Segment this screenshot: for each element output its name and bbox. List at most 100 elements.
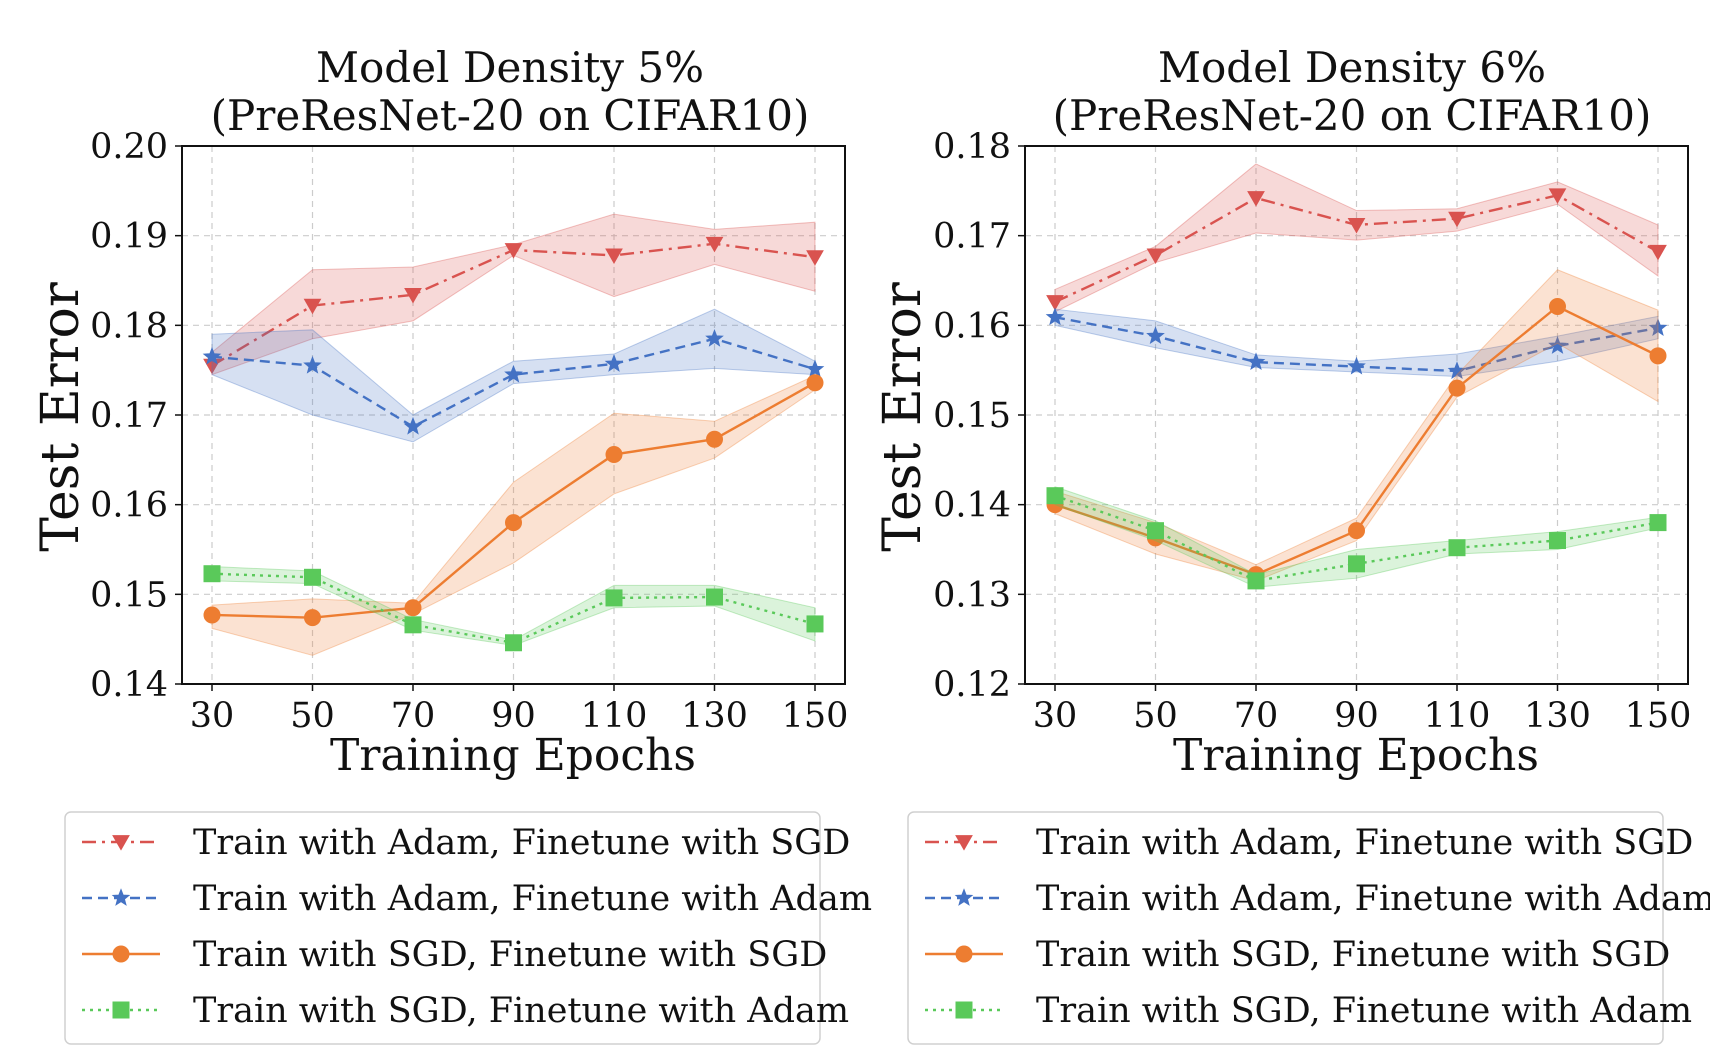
- data-point: [605, 445, 623, 463]
- x-tick-label: 50: [1133, 696, 1178, 736]
- data-point: [1549, 532, 1566, 550]
- data-point: [504, 243, 523, 259]
- data-point: [203, 606, 221, 624]
- legend-marker: [112, 945, 130, 963]
- data-point: [303, 355, 322, 374]
- data-point: [706, 430, 723, 448]
- x-axis-label: Training Epochs: [330, 730, 696, 781]
- data-point: [1147, 522, 1164, 540]
- legend-entry: Train with Adam, Finetune with Adam: [925, 879, 1710, 919]
- data-point: [1347, 218, 1366, 234]
- x-tick-label: 90: [1334, 696, 1379, 736]
- series-0: [1046, 163, 1667, 313]
- data-point: [1347, 356, 1366, 375]
- x-tick-label: 30: [1033, 696, 1078, 736]
- data-point: [1348, 522, 1365, 540]
- data-point: [202, 346, 222, 365]
- data-point: [1548, 188, 1567, 204]
- y-tick-label: 0.19: [90, 217, 168, 257]
- chart-density-6: Model Density 6% (PreResNet-20 on CIFAR1…: [873, 43, 1691, 781]
- data-point: [1648, 318, 1668, 336]
- chart-title-line2: (PreResNet-20 on CIFAR10): [211, 91, 810, 140]
- legend-right: Train with Adam, Finetune with SGD Train …: [907, 811, 1710, 1045]
- confidence-band: [1054, 163, 1659, 313]
- y-axis-label: Test Error: [873, 282, 933, 552]
- y-tick-label: 0.16: [933, 306, 1011, 346]
- data-point: [1247, 191, 1265, 207]
- legend-marker: [955, 1001, 973, 1019]
- series-1: [1045, 307, 1668, 379]
- chart-density-5: Model Density 5% (PreResNet-20 on CIFAR1…: [31, 43, 848, 781]
- data-point: [706, 588, 723, 606]
- series-3: [203, 565, 824, 652]
- y-tick-label: 0.14: [90, 665, 168, 705]
- plot-area: 0.14 0.15 0.16 0.17 0.18 0.19 0.20 30 50 70 90 110 1…: [90, 127, 848, 736]
- y-tick-label: 0.14: [933, 486, 1011, 526]
- data-point: [1448, 211, 1466, 228]
- axes-frame: [181, 145, 846, 685]
- y-tick-label: 0.13: [933, 575, 1011, 615]
- series-3: [1046, 486, 1667, 590]
- legend-marker: [955, 945, 973, 963]
- data-point: [1649, 244, 1667, 261]
- legend-marker: [955, 835, 973, 851]
- legend-marker: [954, 888, 974, 906]
- data-point: [1649, 347, 1667, 365]
- data-point: [805, 359, 825, 378]
- x-tick-label: 70: [391, 696, 436, 736]
- legend-marker: [112, 835, 130, 851]
- data-point: [806, 250, 824, 266]
- data-point: [303, 298, 322, 315]
- data-point: [1348, 555, 1365, 573]
- data-point: [203, 565, 221, 583]
- legend-entry: Train with Adam, Finetune with SGD: [82, 823, 850, 863]
- data-point: [1448, 539, 1466, 557]
- data-point: [1045, 307, 1065, 326]
- y-tick-label: 0.16: [90, 486, 168, 526]
- legend-left: Train with Adam, Finetune with SGD Train …: [64, 811, 872, 1045]
- data-point: [1548, 336, 1567, 354]
- legend-marker: [111, 888, 131, 906]
- x-tick-label: 90: [491, 696, 536, 736]
- data-point: [806, 615, 824, 633]
- data-point: [505, 514, 522, 532]
- chart-title-line2: (PreResNet-20 on CIFAR10): [1053, 91, 1652, 140]
- legend-entry: Train with SGD, Finetune with SGD: [925, 935, 1670, 975]
- legend-entry: Train with SGD, Finetune with Adam: [82, 991, 849, 1031]
- x-tick-label: 70: [1234, 696, 1279, 736]
- data-point: [1447, 361, 1467, 379]
- series-2: [203, 374, 824, 656]
- confidence-band: [211, 566, 816, 646]
- legend-entry: Train with Adam, Finetune with SGD: [925, 823, 1693, 863]
- data-point: [304, 568, 321, 586]
- data-point: [1146, 248, 1165, 265]
- data-point: [1246, 352, 1266, 371]
- legend-box: [907, 811, 1664, 1045]
- legend-box: [64, 811, 821, 1045]
- x-tick-label: 110: [581, 696, 648, 736]
- data-point: [1649, 514, 1667, 532]
- legend-label: Train with SGD, Finetune with Adam: [193, 991, 849, 1031]
- data-point: [604, 354, 624, 372]
- legend-entry: Train with SGD, Finetune with Adam: [925, 991, 1692, 1031]
- y-tick-label: 0.18: [933, 127, 1011, 167]
- data-point: [705, 328, 724, 347]
- data-point: [403, 416, 423, 435]
- x-tick-label: 150: [782, 696, 849, 736]
- data-point: [1448, 379, 1466, 397]
- data-point: [806, 374, 824, 392]
- legend-entry: Train with SGD, Finetune with SGD: [82, 935, 827, 975]
- x-tick-label: 50: [290, 696, 335, 736]
- legend-label: Train with SGD, Finetune with SGD: [1036, 935, 1670, 975]
- data-point: [404, 287, 422, 304]
- data-point: [1549, 298, 1566, 316]
- chart-title-line1: Model Density 5%: [316, 43, 704, 92]
- y-tick-label: 0.20: [90, 127, 168, 167]
- legend-label: Train with Adam, Finetune with Adam: [1036, 879, 1710, 919]
- data-point: [1247, 572, 1265, 590]
- y-tick-label: 0.15: [933, 396, 1011, 436]
- y-tick-label: 0.18: [90, 306, 168, 346]
- confidence-band: [1054, 308, 1659, 377]
- x-tick-label: 150: [1625, 696, 1692, 736]
